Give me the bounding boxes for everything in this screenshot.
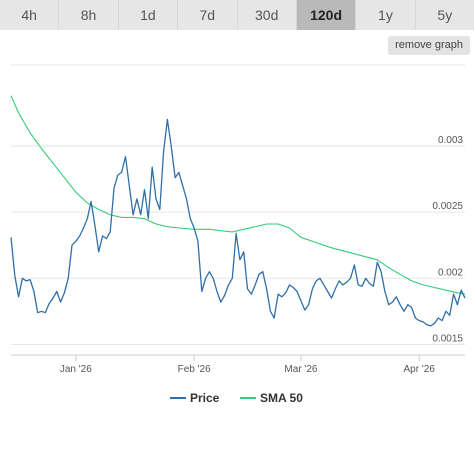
tab-4h[interactable]: 4h [0,0,60,30]
y-tick-label: 0.002 [438,267,463,278]
tab-1y[interactable]: 1y [356,0,416,30]
y-tick-label: 0.003 [438,135,463,146]
timeframe-tabs: 4h 8h 1d 7d 30d 120d 1y 5y [0,0,474,30]
x-tick-label: Jan '26 [60,364,92,375]
tab-8h[interactable]: 8h [59,0,119,30]
sma-series-line [10,95,466,295]
tab-7d[interactable]: 7d [178,0,238,30]
remove-graph-button[interactable]: remove graph [388,36,470,55]
legend-sma-50-label: SMA 50 [260,391,303,405]
price-series-line [10,118,466,327]
x-tick-label: Mar '26 [284,364,317,375]
y-tick-label: 0.0015 [432,333,463,344]
tab-1d[interactable]: 1d [118,0,179,30]
x-tick-label: Feb '26 [178,364,211,375]
tab-5y[interactable]: 5y [415,0,474,30]
tab-120d[interactable]: 120d [296,0,357,30]
legend-price-label: Price [190,391,220,405]
y-tick-label: 0.0025 [432,201,463,212]
x-tick-label: Apr '26 [404,364,436,375]
tab-30d[interactable]: 30d [237,0,297,30]
